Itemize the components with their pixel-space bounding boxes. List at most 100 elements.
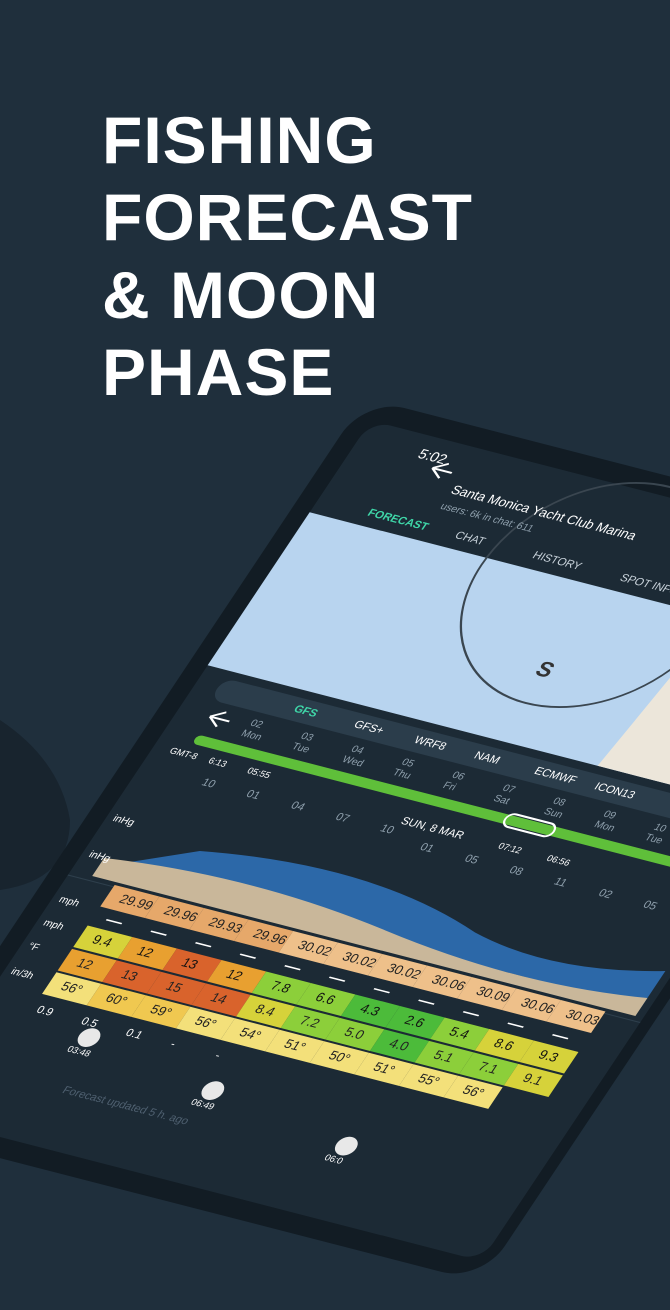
wind-cell xyxy=(385,1005,445,1040)
pressure-cell xyxy=(323,942,383,976)
hour: 10 xyxy=(199,777,218,790)
day-name[interactable]: Tue xyxy=(289,742,312,756)
wind-value: 4.3 xyxy=(357,1001,383,1018)
wind-value: 9.4 xyxy=(89,932,116,950)
pressure-cell xyxy=(234,919,294,953)
pressure-cell xyxy=(457,976,517,1011)
temp-value: 50° xyxy=(326,1048,354,1066)
pressure-cell xyxy=(367,953,427,988)
wind-value: 8.6 xyxy=(491,1036,517,1053)
gust-cell xyxy=(325,1017,385,1051)
headline: FISHING xyxy=(102,103,377,177)
hour: 10 xyxy=(378,823,397,836)
temp-value: 51° xyxy=(281,1037,309,1055)
direction-arrow xyxy=(239,953,257,959)
temp-cell xyxy=(354,1052,414,1086)
temp-value: 56° xyxy=(58,979,86,997)
hour: 02 xyxy=(596,888,615,901)
rain-value: 0.1 xyxy=(123,1027,145,1041)
temp-cell xyxy=(399,1064,459,1098)
wind-value: 7.8 xyxy=(268,978,294,995)
headline: PHASE xyxy=(102,335,334,409)
direction-arrow xyxy=(328,976,346,982)
direction-arrow xyxy=(195,942,212,948)
model-bar xyxy=(214,680,670,838)
moon xyxy=(201,1081,225,1100)
direction-arrow xyxy=(418,999,435,1005)
side-phone xyxy=(0,720,70,890)
back-arrow[interactable] xyxy=(428,461,457,480)
gust-value: 8.4 xyxy=(252,1002,279,1020)
gust-value: 5.0 xyxy=(341,1025,367,1042)
hour: 07 xyxy=(333,811,352,824)
row-label: inHg xyxy=(86,850,112,865)
wind-cell xyxy=(296,982,356,1017)
pressure-area xyxy=(92,858,648,1017)
rain-value: 0.9 xyxy=(34,1004,56,1018)
pressure-cell xyxy=(189,907,249,942)
moon xyxy=(334,1136,358,1156)
gust-value: 9.1 xyxy=(520,1071,546,1088)
row-label: mph xyxy=(56,895,81,909)
rain-value: - xyxy=(212,1050,223,1061)
temp-value: 51° xyxy=(370,1060,398,1078)
rain-value: 0.5 xyxy=(78,1016,100,1030)
back-arrow[interactable] xyxy=(205,709,234,728)
hour: 05 xyxy=(462,853,481,866)
gust-cell xyxy=(503,1063,563,1097)
hour: 05 xyxy=(640,899,659,912)
temp-value: 60° xyxy=(103,991,131,1009)
temp-value: 59° xyxy=(147,1002,175,1020)
map-land xyxy=(597,617,670,813)
pressure-cell xyxy=(412,965,472,999)
day-name[interactable]: Mon xyxy=(592,820,617,834)
headline: & MOON xyxy=(102,258,379,332)
direction-arrow xyxy=(552,1034,569,1040)
hour: 08 xyxy=(507,865,526,878)
wind-cell xyxy=(519,1040,579,1074)
gust-value: 7.2 xyxy=(297,1013,323,1030)
row-label: mph xyxy=(41,918,66,932)
wind-cell xyxy=(117,936,177,971)
temp-cell xyxy=(265,1029,325,1063)
day-name[interactable]: Wed xyxy=(340,755,366,770)
day-selected xyxy=(502,813,557,838)
temp-value: 54° xyxy=(237,1025,265,1043)
wind-value: 2.6 xyxy=(402,1013,428,1030)
gust-cell xyxy=(57,948,117,982)
day-strip xyxy=(194,735,670,873)
pressure-cell xyxy=(546,999,606,1034)
day-name[interactable]: Tue xyxy=(642,833,665,847)
day-name[interactable]: Sun xyxy=(541,807,565,821)
day-name[interactable]: Sat xyxy=(491,794,512,807)
model-tab[interactable]: GFS xyxy=(291,704,320,720)
gust-value: 4.0 xyxy=(386,1036,412,1053)
gust-cell xyxy=(414,1040,474,1074)
moon xyxy=(77,1028,101,1047)
phone-screen xyxy=(0,424,670,1257)
direction-arrow xyxy=(284,965,301,971)
wind-cell xyxy=(73,925,133,959)
temp-value: 56° xyxy=(192,1014,220,1032)
row-label: inHg xyxy=(110,814,136,829)
gust-value: 5.1 xyxy=(431,1048,457,1065)
moon-time: 06:0 xyxy=(323,1153,346,1166)
temp-cell xyxy=(220,1018,280,1052)
hour: 01 xyxy=(417,842,436,855)
wind-cell xyxy=(162,948,222,982)
pressure-cell xyxy=(278,930,338,965)
status-time: 5:02 xyxy=(414,447,450,468)
temp-cell xyxy=(42,972,102,1006)
gust-cell xyxy=(369,1029,430,1063)
wind-cell xyxy=(340,994,400,1028)
wind-cell xyxy=(430,1017,490,1051)
gust-cell xyxy=(236,994,296,1028)
temp-cell xyxy=(309,1041,369,1075)
direction-arrow xyxy=(150,930,167,936)
wind-value: 9.3 xyxy=(535,1047,561,1064)
pressure-cell xyxy=(501,988,561,1022)
day-name[interactable]: Thu xyxy=(390,768,413,782)
day-name[interactable]: Mon xyxy=(239,729,264,743)
day-name[interactable]: Fri xyxy=(440,781,458,793)
